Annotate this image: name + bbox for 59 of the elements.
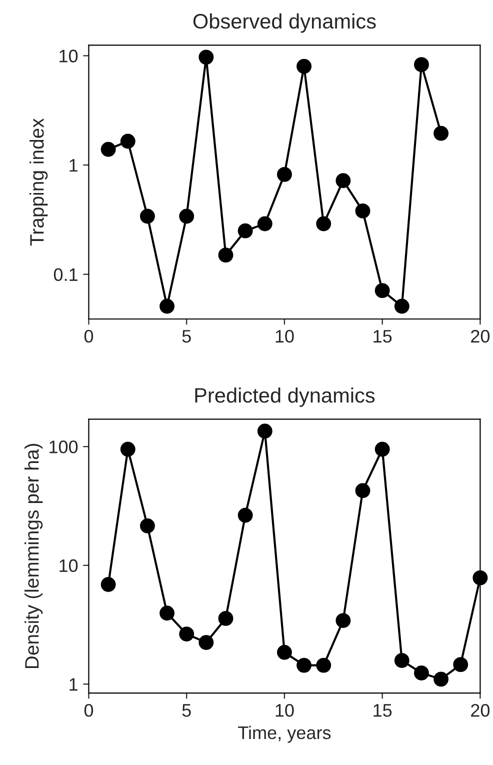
point xyxy=(355,203,370,218)
point xyxy=(414,666,429,680)
point xyxy=(238,223,253,238)
point xyxy=(100,142,116,157)
x-tick-label: 0 xyxy=(84,330,94,343)
point xyxy=(140,518,155,534)
point xyxy=(160,298,174,314)
point xyxy=(414,57,429,72)
point xyxy=(336,613,351,628)
point xyxy=(316,658,332,673)
point xyxy=(257,424,272,439)
chart-title: Observed dynamics xyxy=(193,13,376,33)
point xyxy=(394,298,410,314)
point xyxy=(276,166,292,182)
x-tick-label: 15 xyxy=(374,330,392,343)
y-tick-label: 10 xyxy=(60,50,78,62)
point xyxy=(198,635,214,650)
x-axis-title: Time, years xyxy=(238,726,331,743)
point xyxy=(120,442,136,457)
point xyxy=(394,653,410,668)
point xyxy=(100,577,116,592)
y-tick-label: 100 xyxy=(50,440,78,454)
point xyxy=(472,570,488,586)
point xyxy=(257,216,272,232)
point xyxy=(179,208,194,224)
x-tick-label: 20 xyxy=(471,330,490,343)
y-tick-label: 1 xyxy=(70,678,78,691)
point xyxy=(316,216,332,232)
point xyxy=(296,58,312,74)
y-axis-title: Density (lemmings per ha) xyxy=(24,444,43,668)
point xyxy=(218,248,234,263)
point xyxy=(336,173,351,188)
x-tick-label: 10 xyxy=(276,704,294,717)
point xyxy=(160,606,174,621)
x-tick-label: 10 xyxy=(276,330,294,343)
y-axis-title: Trapping index xyxy=(30,118,48,246)
point xyxy=(140,208,155,224)
y-tick-label: 10 xyxy=(60,559,78,572)
point xyxy=(434,672,448,687)
x-tick-label: 20 xyxy=(471,704,490,717)
x-tick-label: 0 xyxy=(84,704,94,717)
point xyxy=(374,283,390,298)
point xyxy=(453,657,468,672)
point xyxy=(434,126,448,141)
point xyxy=(179,626,194,642)
point xyxy=(355,483,370,498)
point xyxy=(296,658,312,673)
y-tick-label: 1 xyxy=(70,159,78,172)
point xyxy=(198,50,214,65)
point xyxy=(276,644,292,660)
point xyxy=(374,442,390,457)
x-tick-label: 5 xyxy=(182,330,191,343)
x-tick-label: 15 xyxy=(374,704,392,717)
y-tick-label: 0.1 xyxy=(54,268,78,282)
chart-title: Predicted dynamics xyxy=(195,387,375,407)
point xyxy=(238,508,253,523)
point xyxy=(218,611,234,626)
x-tick-label: 5 xyxy=(182,704,191,717)
point xyxy=(120,134,136,149)
